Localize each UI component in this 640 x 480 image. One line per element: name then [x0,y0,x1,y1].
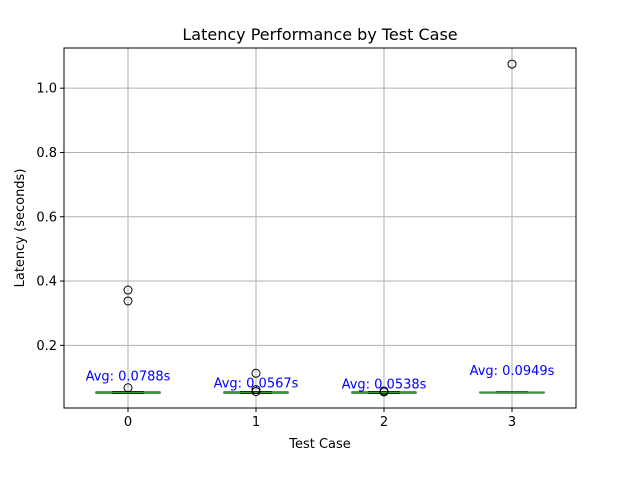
avg-annotation: Avg: 0.0949s [470,364,555,379]
outlier-point [123,296,133,306]
outlier-point [123,285,133,295]
x-tick-label: 2 [380,415,388,430]
avg-annotation: Avg: 0.0788s [86,369,171,384]
outlier-point [251,368,261,378]
x-axis-label: Test Case [288,437,351,452]
grid-layer [64,48,576,408]
x-tick-label: 0 [124,415,132,430]
avg-annotation: Avg: 0.0538s [342,377,427,392]
avg-annotation: Avg: 0.0567s [214,376,299,391]
outlier-point [251,387,261,397]
outlier-point [123,383,133,393]
x-tick-label: 1 [252,415,260,430]
y-axis-label: Latency (seconds) [13,169,28,288]
outlier-point [379,387,389,397]
y-tick-label: 1.0 [36,82,57,97]
box-layer [95,59,545,397]
annotation-layer: Avg: 0.0788s Avg: 0.0567s Avg: 0.0538s Avg:… [86,364,555,392]
y-tick-label: 0.6 [36,210,57,225]
tick-layer: 0 1 2 3 0.2 0.4 0.6 0.8 1.0 [36,82,516,430]
chart-title: Latency Performance by Test Case [182,25,457,44]
y-tick-label: 0.8 [36,146,57,161]
y-tick-label: 0.2 [36,339,57,354]
x-tick-label: 3 [508,415,516,430]
plot-frame [63,47,577,409]
outlier-point [507,59,517,69]
y-tick-label: 0.4 [36,275,57,290]
